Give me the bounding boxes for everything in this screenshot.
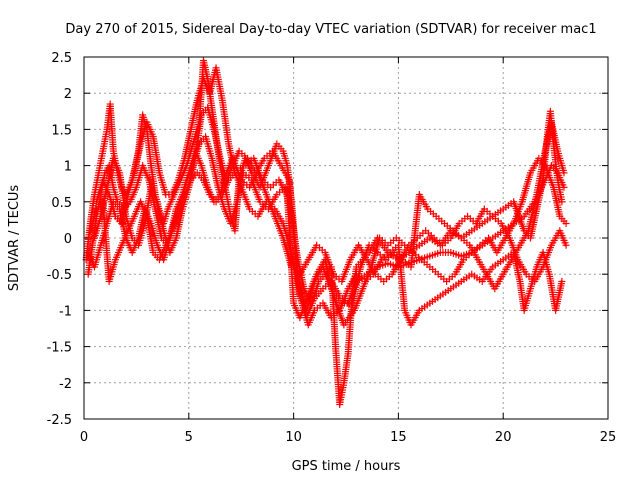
data-point bbox=[558, 277, 566, 285]
x-tick-labels: 0 5 10 15 20 25 bbox=[80, 430, 616, 445]
data-point bbox=[558, 198, 566, 206]
y-tick-label: 0.5 bbox=[51, 196, 72, 211]
chart-title: Day 270 of 2015, Sidereal Day-to-day VTE… bbox=[65, 22, 596, 37]
data-point bbox=[560, 169, 568, 177]
series-track-5 bbox=[93, 64, 570, 329]
plot-frame bbox=[83, 56, 609, 420]
data-marks bbox=[82, 57, 570, 409]
x-axis-label: GPS time / hours bbox=[292, 459, 401, 474]
x-tick-label: 15 bbox=[390, 430, 407, 445]
y-tick-label: -0.5 bbox=[47, 268, 72, 283]
y-tick-label: 2.5 bbox=[51, 51, 72, 66]
y-tick-labels: 2.5 2 1.5 1 0.5 0 -0.5 -1 -1.5 -2 -2.5 bbox=[47, 51, 72, 428]
y-tick-label: -2.5 bbox=[47, 413, 72, 428]
x-tick-label: 10 bbox=[285, 430, 302, 445]
y-axis-label: SDTVAR / TECUs bbox=[7, 185, 22, 292]
x-tick-label: 5 bbox=[185, 430, 193, 445]
data-point bbox=[560, 183, 568, 191]
y-tick-label: -2 bbox=[59, 377, 72, 392]
y-tick-label: 1 bbox=[64, 160, 72, 175]
series-track-6 bbox=[84, 147, 570, 285]
x-tick-label: 0 bbox=[80, 430, 88, 445]
x-tick-label: 25 bbox=[600, 430, 617, 445]
y-tick-label: 2 bbox=[64, 87, 72, 102]
y-tick-label: 1.5 bbox=[51, 123, 72, 138]
x-tick-label: 20 bbox=[495, 430, 512, 445]
data-point bbox=[562, 241, 570, 249]
data-point bbox=[562, 220, 570, 228]
y-tick-label: -1 bbox=[59, 304, 72, 319]
y-tick-label: 0 bbox=[64, 232, 72, 247]
y-tick-label: -1.5 bbox=[47, 341, 72, 356]
